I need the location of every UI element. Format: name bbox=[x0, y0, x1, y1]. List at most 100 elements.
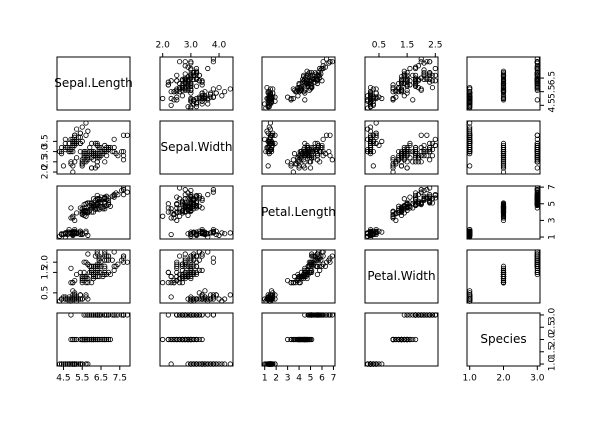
panel bbox=[56, 249, 131, 304]
point bbox=[185, 196, 191, 202]
point bbox=[77, 336, 83, 343]
point bbox=[199, 230, 205, 236]
panel-box bbox=[159, 120, 234, 175]
point bbox=[407, 148, 413, 155]
point bbox=[272, 292, 278, 298]
point bbox=[74, 126, 80, 132]
point bbox=[188, 104, 194, 110]
point bbox=[87, 336, 93, 343]
point bbox=[401, 196, 407, 202]
point bbox=[309, 83, 315, 89]
point bbox=[79, 159, 85, 165]
point bbox=[312, 140, 318, 147]
point bbox=[171, 89, 177, 95]
point bbox=[168, 102, 174, 108]
point bbox=[500, 140, 507, 147]
point bbox=[83, 292, 89, 298]
point bbox=[165, 280, 171, 286]
point bbox=[219, 230, 225, 236]
point bbox=[429, 78, 436, 84]
point bbox=[98, 259, 104, 265]
point bbox=[373, 231, 379, 238]
point bbox=[373, 361, 379, 367]
panel-box bbox=[466, 185, 541, 240]
point bbox=[193, 193, 200, 199]
point bbox=[96, 336, 102, 343]
point bbox=[401, 336, 407, 343]
point bbox=[467, 95, 473, 102]
point bbox=[98, 336, 104, 343]
point bbox=[74, 336, 80, 343]
point bbox=[196, 312, 202, 318]
point bbox=[70, 361, 76, 367]
point bbox=[160, 336, 166, 343]
point bbox=[168, 231, 174, 238]
point bbox=[81, 312, 87, 318]
point bbox=[418, 75, 424, 81]
point bbox=[410, 72, 416, 78]
point bbox=[534, 253, 540, 259]
point bbox=[113, 312, 119, 318]
point bbox=[196, 296, 202, 302]
point bbox=[64, 361, 70, 367]
point bbox=[66, 361, 72, 367]
point bbox=[302, 97, 308, 103]
point bbox=[196, 361, 202, 367]
point bbox=[174, 72, 180, 78]
panel-box bbox=[466, 56, 541, 111]
point bbox=[376, 361, 382, 367]
point bbox=[390, 163, 396, 169]
point bbox=[182, 261, 188, 267]
point bbox=[185, 273, 191, 280]
point bbox=[83, 336, 89, 343]
point bbox=[185, 104, 191, 110]
point bbox=[421, 196, 427, 202]
y-tick-label: 2.0 bbox=[548, 332, 558, 347]
point bbox=[72, 296, 78, 302]
point bbox=[79, 124, 85, 130]
point bbox=[427, 148, 433, 155]
point bbox=[219, 93, 225, 99]
point bbox=[77, 292, 83, 298]
point bbox=[365, 231, 371, 237]
point bbox=[160, 213, 166, 219]
point bbox=[312, 312, 318, 318]
point bbox=[297, 86, 303, 92]
point bbox=[165, 336, 171, 343]
panel-box bbox=[261, 120, 336, 175]
point bbox=[393, 211, 399, 217]
point bbox=[120, 312, 127, 318]
point bbox=[191, 312, 197, 318]
point bbox=[315, 312, 322, 318]
point bbox=[268, 288, 275, 294]
point bbox=[87, 263, 93, 269]
point bbox=[500, 151, 507, 157]
point bbox=[185, 86, 191, 92]
point bbox=[227, 86, 233, 92]
point bbox=[79, 138, 85, 144]
point bbox=[299, 273, 306, 280]
point bbox=[370, 231, 376, 237]
point bbox=[365, 105, 371, 111]
point bbox=[534, 59, 540, 65]
point bbox=[309, 148, 315, 155]
point bbox=[66, 148, 72, 155]
point bbox=[320, 148, 326, 155]
point bbox=[210, 312, 216, 318]
point bbox=[165, 82, 171, 88]
y-tick-label: 1.5 bbox=[548, 345, 558, 359]
point bbox=[418, 312, 424, 318]
point bbox=[188, 231, 194, 237]
point bbox=[74, 155, 80, 161]
point bbox=[202, 294, 208, 300]
panel-box bbox=[159, 185, 234, 240]
point bbox=[199, 267, 205, 273]
point bbox=[120, 187, 127, 193]
point bbox=[398, 153, 405, 159]
point bbox=[424, 59, 430, 65]
point bbox=[92, 336, 98, 343]
point bbox=[309, 312, 315, 318]
point bbox=[265, 104, 271, 110]
point bbox=[534, 261, 540, 267]
point bbox=[312, 253, 318, 259]
